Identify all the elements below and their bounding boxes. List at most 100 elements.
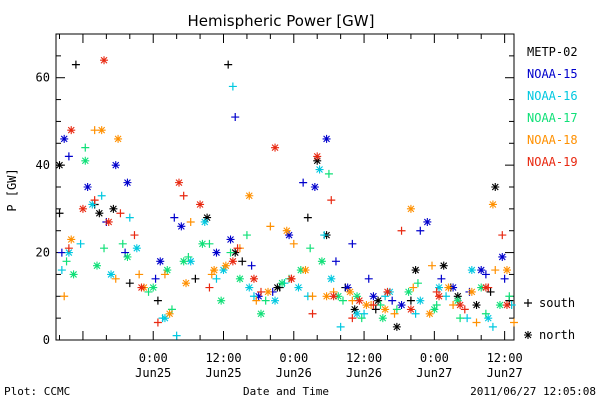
south-point-noaa-18 — [186, 217, 195, 226]
south-point-metp-02 — [238, 257, 247, 266]
north-point-noaa-18 — [362, 301, 371, 310]
north-point-noaa-16 — [219, 266, 228, 275]
south-point-noaa-19 — [130, 231, 139, 240]
north-point-noaa-18 — [467, 287, 476, 296]
north-point-noaa-15 — [498, 252, 507, 261]
south-point-metp-02 — [153, 296, 162, 305]
north-point-noaa-15 — [397, 301, 406, 310]
north-point-noaa-15 — [477, 266, 486, 275]
north-point-noaa-17 — [69, 270, 78, 279]
south-point-noaa-18 — [510, 318, 518, 327]
north-point-noaa-15 — [310, 183, 319, 191]
footer-timestamp: 2011/06/27 12:05:08 — [470, 385, 596, 398]
south-point-noaa-17 — [338, 296, 347, 305]
south-point-noaa-17 — [184, 252, 193, 261]
north-point-noaa-19 — [383, 287, 392, 296]
south-point-noaa-17 — [81, 143, 90, 152]
north-point-noaa-17 — [495, 301, 504, 310]
north-point-metp-02 — [350, 305, 359, 314]
north-point-noaa-15 — [226, 235, 235, 244]
x-tick-date-label: Jun26 — [346, 366, 382, 380]
south-point-noaa-17 — [357, 314, 366, 323]
north-point-metp-02 — [109, 204, 118, 213]
south-point-noaa-18 — [135, 270, 144, 279]
south-point-noaa-15 — [170, 213, 179, 222]
plot-frame — [55, 33, 515, 341]
x-tick-date-label: Jun26 — [276, 366, 312, 380]
north-point-noaa-17 — [334, 292, 343, 301]
north-point-metp-02 — [439, 261, 448, 270]
north-point-noaa-15 — [322, 134, 331, 143]
north-point-noaa-19 — [100, 56, 109, 65]
north-point-noaa-18 — [444, 283, 453, 292]
south-point-noaa-17 — [62, 257, 71, 266]
north-point-noaa-16 — [327, 274, 336, 283]
south-point-noaa-17 — [413, 279, 422, 288]
south-point-noaa-16 — [488, 322, 497, 331]
south-point-noaa-18 — [472, 318, 481, 327]
south-point-noaa-15 — [64, 152, 73, 161]
south-point-noaa-18 — [60, 292, 69, 301]
north-point-noaa-18 — [502, 266, 511, 275]
south-point-noaa-17 — [505, 292, 514, 301]
south-point-noaa-17 — [226, 248, 235, 257]
north-point-noaa-16 — [132, 244, 141, 253]
south-point-noaa-16 — [228, 82, 237, 91]
south-point-noaa-19 — [233, 244, 242, 253]
north-point-noaa-16 — [416, 296, 425, 305]
legend-entry-noaa-18: NOAA-18 — [527, 133, 578, 147]
axes: 02040600:00Jun2512:00Jun250:00Jun2612:00… — [36, 33, 523, 380]
south-point-metp-02 — [486, 287, 495, 296]
south-point-noaa-15 — [231, 113, 240, 122]
north-point-noaa-17 — [198, 239, 207, 248]
north-point-noaa-19 — [355, 296, 364, 305]
south-point-noaa-16 — [442, 292, 451, 301]
north-point-noaa-15 — [285, 231, 294, 240]
north-point-noaa-19 — [196, 200, 205, 209]
north-point-noaa-15 — [254, 292, 263, 301]
north-point-noaa-19 — [481, 283, 490, 292]
north-point-noaa-17 — [477, 283, 486, 292]
north-point-noaa-18 — [425, 309, 434, 318]
south-point-noaa-19 — [460, 305, 469, 314]
north-point-noaa-19 — [435, 292, 444, 301]
x-tick-date-label: Jun25 — [205, 366, 241, 380]
south-point-noaa-15 — [331, 257, 340, 266]
south-point-noaa-16 — [212, 274, 221, 283]
south-point-noaa-18 — [90, 126, 99, 135]
north-point-noaa-19 — [502, 301, 511, 310]
north-point-noaa-17 — [278, 279, 287, 288]
south-point-noaa-16 — [411, 309, 420, 318]
south-point-noaa-19 — [369, 301, 378, 310]
north-point-noaa-15 — [111, 161, 120, 170]
north-point-metp-02 — [273, 283, 282, 292]
north-point-noaa-19 — [406, 305, 415, 314]
north-point-noaa-17 — [217, 296, 226, 305]
south-point-noaa-19 — [256, 287, 265, 296]
south-point-metp-02 — [371, 305, 380, 314]
north-point-noaa-16 — [186, 257, 195, 266]
south-point-noaa-19 — [64, 244, 73, 253]
north-point-noaa-18 — [221, 261, 230, 270]
north-point-noaa-15 — [60, 134, 69, 143]
south-point-noaa-18 — [160, 270, 169, 279]
north-point-noaa-15 — [369, 292, 378, 301]
north-point-noaa-18 — [97, 126, 106, 135]
south-point-noaa-18 — [449, 301, 458, 310]
south-point-noaa-17 — [144, 287, 153, 296]
north-point-metp-02 — [313, 156, 322, 165]
south-point-noaa-16 — [125, 213, 134, 222]
x-tick-date-label: Jun25 — [135, 366, 171, 380]
south-point-noaa-17 — [456, 314, 465, 323]
north-point-noaa-18 — [282, 226, 291, 235]
north-point-noaa-16 — [435, 283, 444, 292]
north-point-noaa-15 — [123, 178, 132, 187]
north-point-noaa-18 — [114, 134, 123, 143]
north-point-noaa-15 — [423, 217, 432, 226]
north-point-noaa-16 — [160, 314, 169, 323]
south-point-metp-02 — [71, 60, 80, 69]
north-point-metp-02 — [374, 296, 383, 305]
north-point-noaa-19 — [329, 292, 338, 301]
north-point-noaa-17 — [179, 257, 188, 266]
south-point-noaa-16 — [336, 322, 345, 331]
